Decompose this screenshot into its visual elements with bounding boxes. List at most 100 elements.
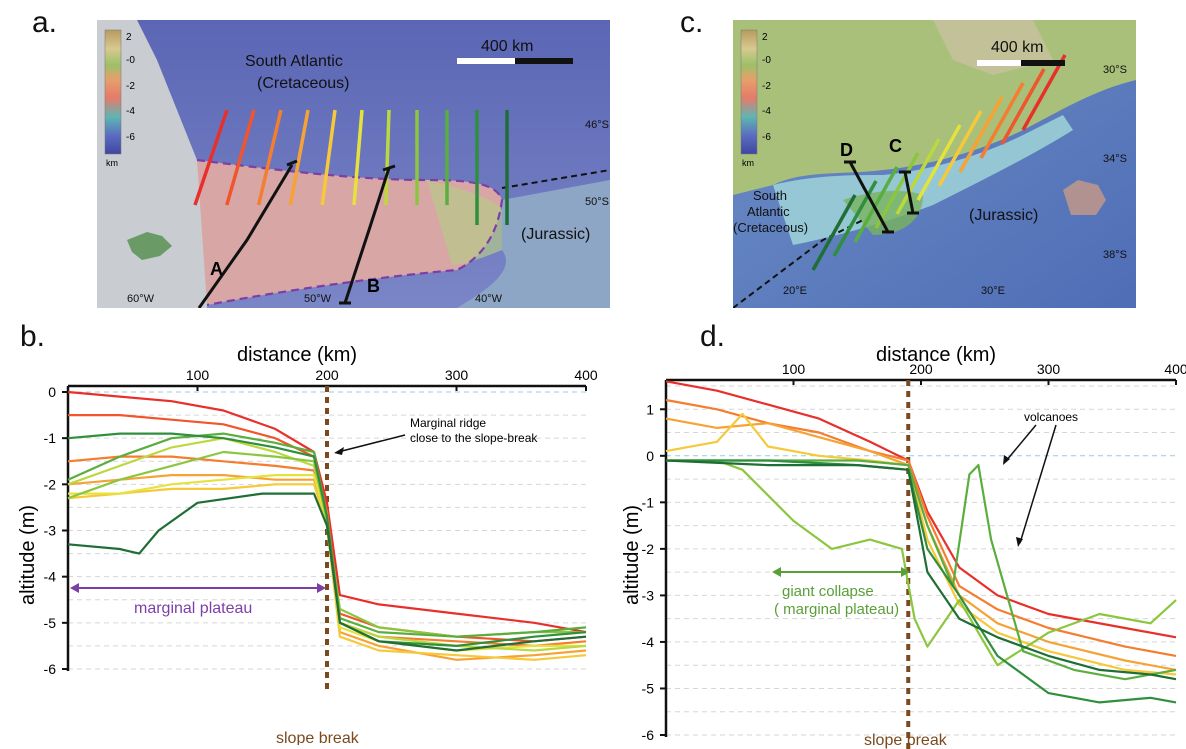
ocean-label-a-1: South Atlantic bbox=[245, 53, 343, 70]
lon-label-c-20: 20°E bbox=[783, 285, 807, 297]
x-tick-label: 400 bbox=[574, 367, 598, 383]
legend-tick-c-1: -0 bbox=[762, 55, 771, 66]
y-tick-label: -6 bbox=[44, 661, 57, 677]
map-a-profile-line bbox=[352, 109, 364, 206]
y-tick-label: -3 bbox=[44, 523, 57, 539]
lat-label-a-50: 50°S bbox=[585, 196, 609, 208]
legend-bar-a bbox=[104, 29, 122, 155]
profile-a-line bbox=[197, 164, 294, 308]
y-tick-label: -5 bbox=[642, 680, 655, 696]
profile-series-line bbox=[67, 483, 587, 661]
profile-series-line bbox=[67, 390, 587, 634]
map-a-profile-line bbox=[225, 109, 256, 206]
map-a-canvas: A B South Atlantic (Cretaceous) (Jurassi… bbox=[97, 20, 610, 308]
map-c-profile-line bbox=[1021, 54, 1067, 131]
lon-label-a-40: 40°W bbox=[475, 293, 503, 305]
map-c-profile-line bbox=[895, 138, 941, 215]
map-c-profile-line bbox=[1000, 68, 1046, 145]
annotation-collapse-2: ( marginal plateau) bbox=[774, 601, 899, 618]
legend-tick-c-3: -4 bbox=[762, 106, 771, 117]
legend-bar-c bbox=[740, 29, 758, 155]
legend-unit-a: km bbox=[106, 158, 118, 168]
x-tick-label: 100 bbox=[782, 361, 806, 377]
chart-b-y-title: altitude (m) bbox=[17, 505, 39, 605]
legend-tick-c-0: 2 bbox=[762, 32, 768, 43]
y-tick-label: 0 bbox=[48, 384, 56, 400]
map-c-profile-line bbox=[874, 152, 920, 229]
map-a-profile-line bbox=[384, 109, 391, 206]
map-c-profile-line bbox=[811, 194, 857, 271]
jurassic-label-c: (Jurassic) bbox=[969, 207, 1038, 224]
y-tick-label: -2 bbox=[642, 541, 655, 557]
profile-series-line bbox=[665, 380, 1177, 639]
map-a-profile-line bbox=[193, 109, 229, 206]
annotation-plateau: marginal plateau bbox=[134, 600, 252, 617]
chart-b-x-title: distance (km) bbox=[237, 345, 357, 366]
map-c-profile-line bbox=[832, 180, 878, 257]
y-tick-label: -4 bbox=[44, 569, 57, 585]
chart-d-x-title: distance (km) bbox=[876, 345, 996, 366]
jurassic-label-a: (Jurassic) bbox=[521, 226, 590, 243]
scale-label-c: 400 km bbox=[991, 39, 1043, 56]
map-c-canvas: D C South Atlantic (Cretaceous) (Jurassi… bbox=[733, 20, 1136, 308]
ocean-label-c-1: South bbox=[753, 188, 787, 203]
map-a-profile-line bbox=[256, 109, 283, 206]
y-tick-label: -1 bbox=[642, 494, 655, 510]
legend-tick-a-3: -4 bbox=[126, 106, 135, 117]
panel-letter-d: d. bbox=[700, 320, 726, 353]
annotation-ridge-2: close to the slope-break bbox=[410, 431, 538, 445]
profile-d-line bbox=[848, 161, 890, 233]
map-c-profile-line bbox=[853, 166, 899, 243]
y-tick-label: -5 bbox=[44, 615, 57, 631]
map-c-profile-lines bbox=[811, 54, 1067, 271]
panel-letter-a: a. bbox=[32, 6, 58, 39]
ocean-label-c-2: Atlantic bbox=[747, 204, 790, 219]
annotation-volcanoes: volcanoes bbox=[1024, 410, 1078, 424]
y-tick-label: -1 bbox=[44, 430, 57, 446]
profile-series-line bbox=[666, 459, 1177, 704]
profile-c-line bbox=[903, 171, 915, 214]
chart-b-series bbox=[67, 390, 587, 661]
profile-series-line bbox=[666, 459, 1177, 667]
legend-tick-a-2: -2 bbox=[126, 81, 135, 92]
x-tick-label: 200 bbox=[315, 367, 339, 383]
x-tick-label: 100 bbox=[186, 367, 210, 383]
legend-tick-a-0: 2 bbox=[126, 32, 132, 43]
profile-label-b: B bbox=[367, 276, 380, 296]
lat-label-c-30: 30°S bbox=[1103, 64, 1127, 76]
map-c-profile-line bbox=[916, 124, 962, 201]
plateau-outline-a bbox=[196, 158, 504, 307]
profile-series-line bbox=[67, 432, 587, 647]
x-tick-label: 200 bbox=[909, 361, 933, 377]
chart-d-series bbox=[665, 380, 1177, 704]
panel-letter-c: c. bbox=[680, 6, 704, 39]
map-a-profile-line bbox=[288, 109, 310, 206]
lon-label-c-30: 30°E bbox=[981, 285, 1005, 297]
profile-series-line bbox=[67, 492, 587, 652]
profile-label-c: C bbox=[889, 136, 902, 156]
chart-d: distance (km) altitude (m) 1 0 -1 -2 -3 -4 -5 -… bbox=[621, 345, 1186, 749]
x-tick-label: 300 bbox=[445, 367, 469, 383]
chart-d-grid bbox=[666, 385, 1176, 736]
chart-b-axes: 0 -1 -2 -3 -4 -5 -6 100 200 300 400 bbox=[44, 367, 598, 691]
chart-d-axes: 1 0 -1 -2 -3 -4 -5 -6 100 200 300 400 bbox=[642, 361, 1186, 749]
lat-label-c-38: 38°S bbox=[1103, 249, 1127, 261]
y-tick-label: -6 bbox=[642, 727, 655, 743]
x-tick-label: 400 bbox=[1164, 361, 1186, 377]
y-tick-label: -4 bbox=[642, 634, 655, 650]
lat-label-c-34: 34°S bbox=[1103, 153, 1127, 165]
annotation-ridge-1: Marginal ridge bbox=[410, 416, 486, 430]
map-a-profile-line bbox=[320, 109, 337, 206]
map-c: D C South Atlantic (Cretaceous) (Jurassi… bbox=[733, 20, 1136, 308]
legend-tick-a-1: -0 bbox=[126, 55, 135, 66]
scale-bar-c bbox=[977, 60, 1021, 66]
y-tick-label: -3 bbox=[642, 587, 655, 603]
map-a-profile-lines bbox=[193, 109, 509, 225]
x-tick-label: 300 bbox=[1037, 361, 1061, 377]
scale-label-a: 400 km bbox=[481, 38, 533, 55]
annotation-slope-d: slope break bbox=[864, 732, 948, 749]
ocean-label-a-2: (Cretaceous) bbox=[257, 75, 349, 92]
map-c-profile-line bbox=[937, 110, 983, 187]
y-tick-label: 1 bbox=[646, 401, 654, 417]
annotation-collapse-1: giant collapse bbox=[782, 583, 874, 600]
